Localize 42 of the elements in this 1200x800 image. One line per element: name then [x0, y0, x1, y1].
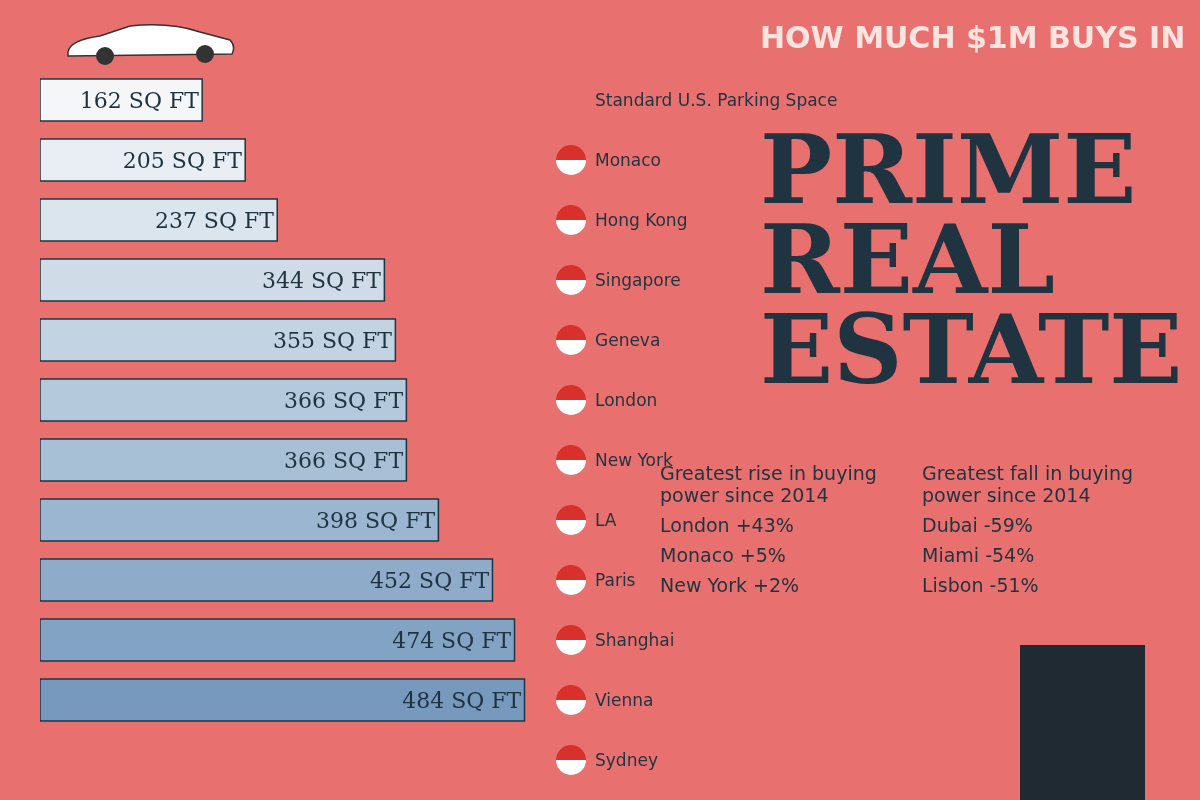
data-label: 398 SQ FT	[316, 507, 436, 533]
data-label: 162 SQ FT	[79, 87, 200, 113]
data-label: 205 SQ FT	[122, 147, 243, 173]
y-tick-label: London	[595, 389, 658, 410]
bar	[40, 498, 440, 542]
y-tick-label: Hong Kong	[595, 209, 688, 230]
data-label: 237 SQ FT	[154, 207, 275, 233]
text: London +43%	[660, 514, 795, 536]
data-label: 366 SQ FT	[284, 387, 404, 413]
y-tick-label: Monaco	[595, 149, 662, 170]
data-label: 484 SQ FT	[402, 687, 522, 713]
y-tick-label: Geneva	[595, 329, 661, 350]
bar	[40, 438, 408, 482]
bar	[40, 558, 494, 602]
text: PRIME REAL ESTATE	[760, 113, 1183, 406]
data-label: 452 SQ FT	[370, 567, 490, 593]
bar	[40, 318, 397, 362]
text: Lisbon -51%	[922, 574, 1040, 596]
bar	[40, 678, 526, 722]
data-label: 344 SQ FT	[262, 267, 382, 293]
y-tick-label: Shanghai	[595, 629, 675, 650]
bar	[40, 78, 203, 122]
bar	[40, 258, 386, 302]
bar	[40, 138, 246, 182]
text: Dubai -59%	[922, 514, 1034, 536]
data-label: 474 SQ FT	[392, 627, 512, 653]
y-tick-label: Standard U.S. Parking Space	[595, 89, 838, 110]
bar	[40, 198, 278, 242]
y-tick-label: Sydney	[595, 749, 658, 770]
y-tick-label: LA	[595, 509, 617, 530]
data-label: 366 SQ FT	[284, 447, 404, 473]
bar	[40, 618, 516, 662]
text: HOW MUCH $1M BUYS IN	[760, 20, 1186, 55]
y-tick-label: Paris	[595, 569, 636, 590]
text: Monaco +5%	[660, 544, 787, 566]
y-tick-label: Singapore	[595, 269, 681, 290]
text: Greatest fall in buying power since 2014	[922, 462, 1134, 506]
data-label: 355 SQ FT	[273, 327, 393, 353]
text: New York +2%	[660, 574, 801, 596]
y-tick-label: Vienna	[595, 689, 654, 710]
text: Miami -54%	[922, 544, 1036, 566]
bar	[40, 378, 408, 422]
